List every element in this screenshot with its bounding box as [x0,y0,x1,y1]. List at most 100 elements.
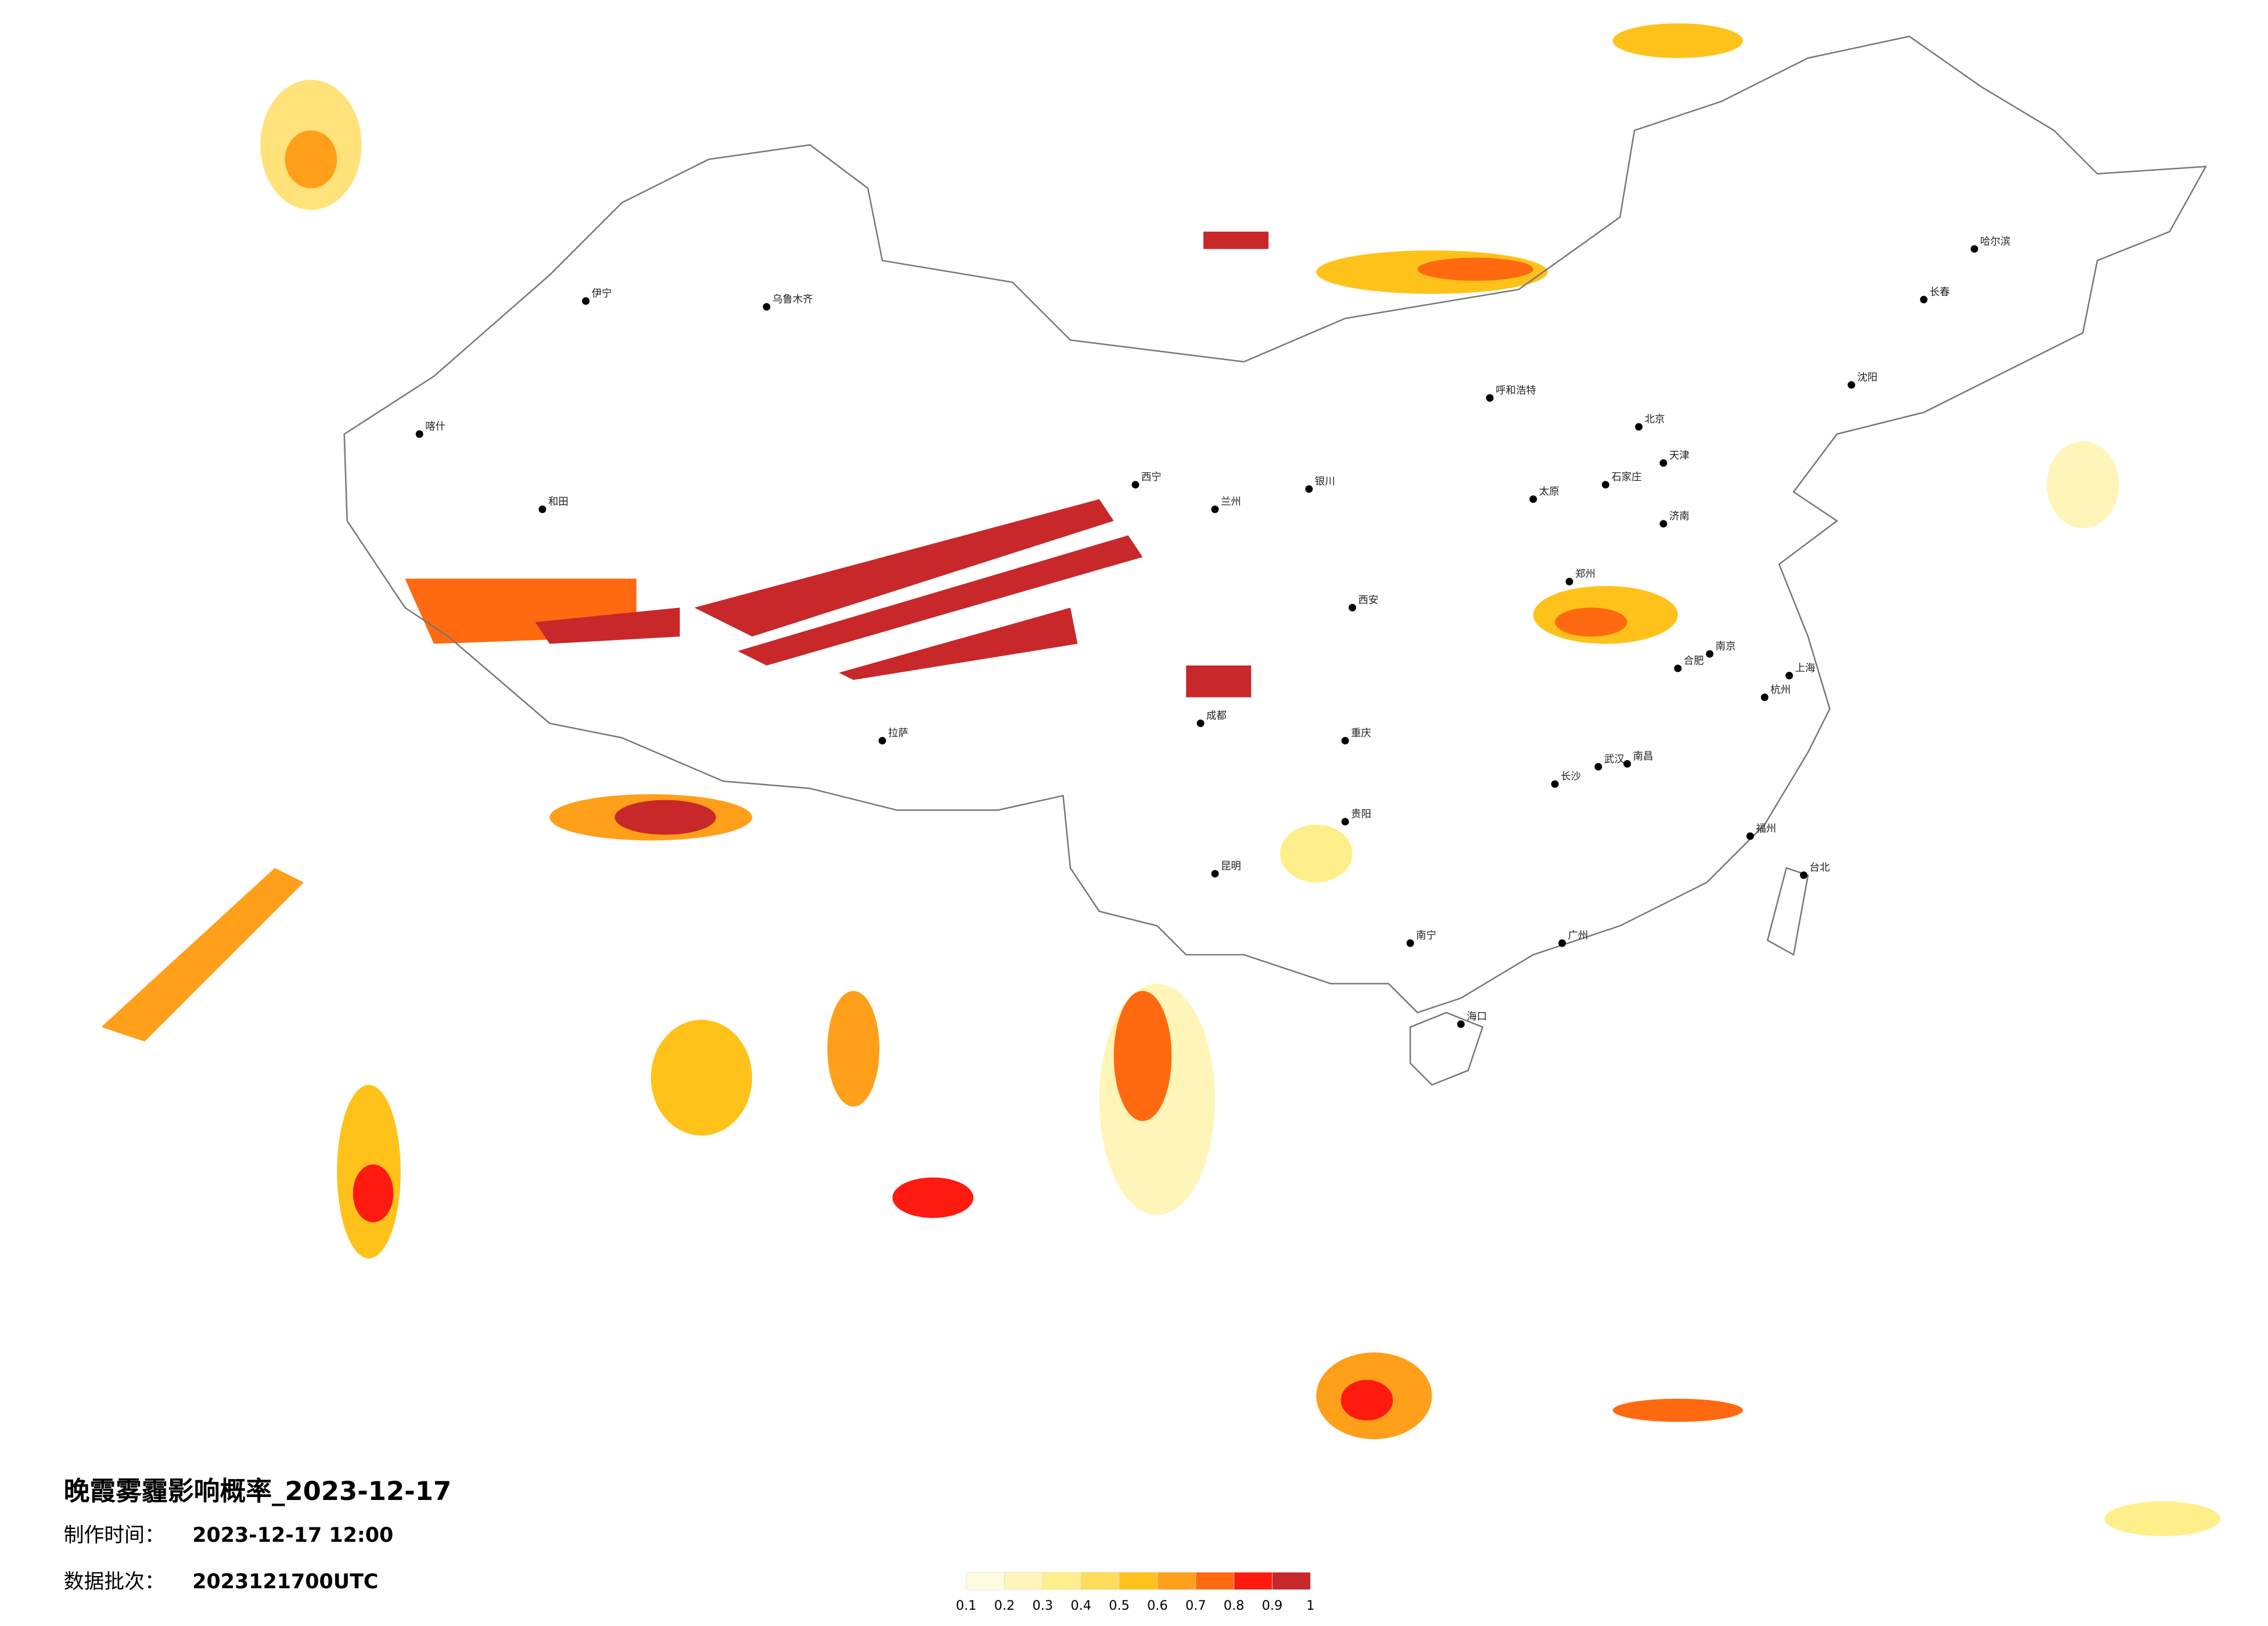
haze-area [614,800,716,835]
colorbar-tick-label: 0.8 [1224,1598,1245,1613]
city-dot [1349,603,1357,611]
colorbar-cell [1080,1572,1120,1590]
island-outline [1766,867,1809,956]
city-dot [1196,720,1205,728]
city-label: 台北 [1810,862,1830,874]
haze-area [285,130,337,189]
city-dot [1760,693,1769,702]
city-label: 西宁 [1141,472,1162,483]
city-dot [1486,394,1494,402]
haze-area [1417,257,1533,281]
haze-area [1280,824,1353,883]
country-outline [343,35,2208,1014]
city-dot [582,297,590,305]
city-label: 南宁 [1416,930,1436,942]
city-label: 哈尔滨 [1980,236,2010,247]
colorbar-tick-label: 0.6 [1147,1598,1168,1613]
colorbar-tick-label: 0.7 [1185,1598,1206,1613]
city-dot [1785,671,1793,679]
city-dot [1800,871,1808,879]
city-label: 拉萨 [888,728,908,739]
city-label: 广州 [1568,930,1588,942]
haze-area [827,991,880,1107]
haze-area [694,499,1114,637]
city-label: 伊宁 [592,288,612,300]
city-label: 呼和浩特 [1496,385,1536,397]
city-label: 合肥 [1684,655,1704,667]
city-dot [1457,1020,1465,1028]
city-label: 乌鲁木齐 [772,294,813,305]
city-dot [878,737,886,744]
city-dot [1659,520,1667,528]
city-label: 西安 [1358,595,1379,606]
colorbar-cell [1119,1572,1158,1590]
haze-area [1113,991,1172,1121]
colorbar-cell [1272,1572,1311,1590]
city-label: 海口 [1467,1011,1487,1023]
haze-area [1186,665,1252,697]
haze-area [101,868,304,1042]
colorbar-tick-label: 0.2 [994,1598,1015,1613]
haze-area [2104,1501,2220,1537]
city-label: 石家庄 [1611,472,1641,483]
haze-area [650,1020,753,1136]
city-label: 银川 [1315,476,1335,488]
colorbar-cell [1157,1572,1196,1590]
colorbar-tick-label: 0.1 [956,1598,977,1613]
city-dot [1746,832,1754,840]
city-label: 北京 [1645,414,1665,426]
info-value: 2023121700UTC [192,1570,378,1593]
city-dot [1706,650,1714,658]
city-dot [1659,459,1667,467]
colorbar-tick-label: 0.5 [1109,1598,1130,1613]
city-label: 郑州 [1575,569,1595,580]
haze-area [353,1164,394,1222]
city-dot [1601,481,1609,489]
city-label: 武汉 [1604,754,1624,765]
colorbar-tick-label: 1 [1306,1598,1314,1613]
colorbar-cell [1042,1572,1081,1590]
colorbar-tick-label: 0.4 [1070,1598,1091,1613]
city-dot [1565,578,1573,586]
city-label: 贵阳 [1351,808,1371,820]
colorbar-cell [1004,1572,1043,1590]
city-label: 杭州 [1770,684,1791,696]
haze-area [738,535,1143,665]
info-label: 数据批次： [64,1570,165,1593]
city-dot [763,303,771,311]
haze-area [1340,1380,1393,1420]
colorbar-cell [1195,1572,1234,1590]
city-dot [1406,939,1414,947]
colorbar-cell [966,1572,1005,1590]
city-dot [1305,485,1313,493]
city-dot [1211,870,1219,878]
city-dot [1558,939,1566,947]
city-label: 长沙 [1561,771,1581,783]
haze-area [535,607,680,644]
city-dot [1920,296,1928,304]
city-label: 成都 [1206,710,1227,722]
city-dot [1623,760,1631,768]
colorbar-cell [1234,1572,1273,1590]
city-dot [1131,481,1140,489]
city-label: 济南 [1669,510,1690,522]
haze-field [101,23,2220,1537]
city-dot [1635,423,1643,431]
city-label: 南京 [1716,641,1736,653]
island-outline [1409,1012,1484,1086]
city-label: 沈阳 [1857,372,1878,383]
city-dot [1341,818,1349,826]
haze-area [1555,607,1627,637]
haze-area [2046,441,2119,528]
city-label: 南昌 [1633,751,1654,762]
colorbar-tick-label: 0.9 [1262,1598,1283,1613]
city-label: 福州 [1756,823,1776,834]
city-dot [538,505,547,513]
city-dot [1211,505,1219,513]
city-dot [1341,737,1349,744]
city-label: 和田 [548,497,569,508]
haze-area [1612,1398,1743,1422]
city-label: 天津 [1669,450,1690,462]
